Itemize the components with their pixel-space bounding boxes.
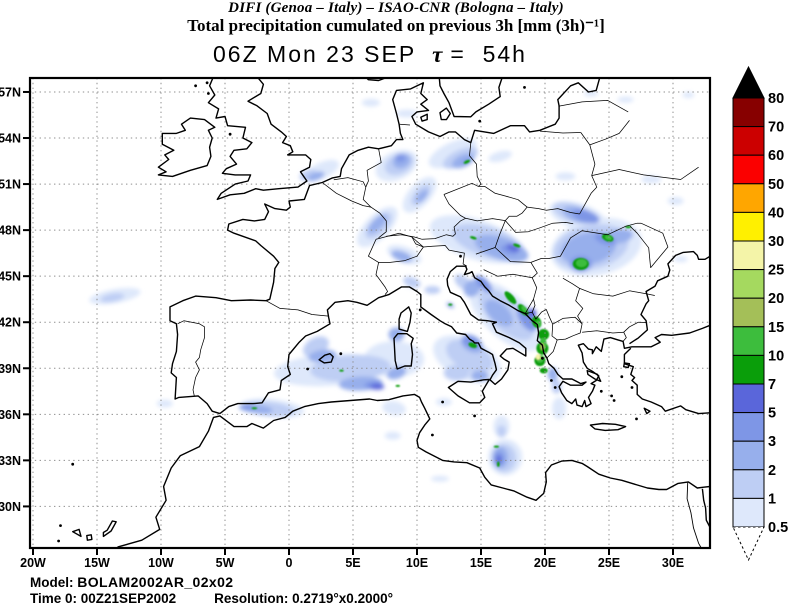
coastlines-and-borders bbox=[57, 78, 710, 548]
svg-text:15W: 15W bbox=[84, 556, 110, 570]
svg-text:51N: 51N bbox=[0, 178, 21, 192]
svg-text:45N: 45N bbox=[0, 270, 21, 284]
svg-text:1: 1 bbox=[768, 491, 776, 507]
resolution-label: Resolution: bbox=[214, 591, 293, 606]
svg-text:39N: 39N bbox=[0, 362, 21, 376]
svg-text:15: 15 bbox=[768, 320, 784, 336]
model-label: Model: bbox=[30, 575, 78, 590]
svg-text:10W: 10W bbox=[148, 556, 174, 570]
map-frame bbox=[28, 76, 712, 550]
svg-text:25E: 25E bbox=[598, 556, 620, 570]
svg-text:25: 25 bbox=[768, 263, 784, 279]
svg-text:0: 0 bbox=[286, 556, 293, 570]
svg-text:7: 7 bbox=[768, 377, 776, 393]
model-value: BOLAM2002AR_02x02 bbox=[77, 574, 234, 590]
svg-text:15E: 15E bbox=[470, 556, 492, 570]
svg-text:3: 3 bbox=[768, 434, 776, 450]
svg-text:2: 2 bbox=[768, 463, 776, 479]
svg-text:40: 40 bbox=[768, 205, 784, 221]
svg-text:30N: 30N bbox=[0, 500, 21, 514]
svg-text:48N: 48N bbox=[0, 224, 21, 238]
svg-text:42N: 42N bbox=[0, 316, 21, 330]
tau-symbol: τ bbox=[432, 42, 445, 67]
time-resolution-line: Time 0: 00Z21SEP2002 Resolution: 0.2719°x… bbox=[30, 591, 393, 608]
svg-text:57N: 57N bbox=[0, 85, 21, 99]
colorbar-below-min-arrow bbox=[732, 526, 765, 562]
institutions-line: DIFI (Genoa – Italy) – ISAO-CNR (Bologna… bbox=[228, 0, 564, 16]
svg-text:5E: 5E bbox=[345, 556, 360, 570]
svg-text:80: 80 bbox=[768, 91, 784, 107]
svg-text:10E: 10E bbox=[406, 556, 428, 570]
svg-text:5W: 5W bbox=[216, 556, 235, 570]
svg-text:36N: 36N bbox=[0, 408, 21, 422]
svg-text:20: 20 bbox=[768, 291, 784, 307]
svg-text:30E: 30E bbox=[662, 556, 684, 570]
svg-text:10: 10 bbox=[768, 348, 784, 364]
title-lead-time: = 54h bbox=[450, 41, 527, 67]
valid-time-title: 06Z Mon 23 SEP τ = 54h bbox=[30, 41, 710, 68]
svg-text:60: 60 bbox=[768, 148, 784, 164]
svg-text:70: 70 bbox=[768, 120, 784, 136]
time0-value: 00Z21SEP2002 bbox=[80, 591, 177, 606]
colorbar-legend: 80 70 60 50 40 30 25 20 15 10 7 5 3 2 1 0.5 bbox=[732, 65, 788, 562]
svg-text:50: 50 bbox=[768, 177, 784, 193]
time0-label: Time 0: bbox=[30, 591, 81, 606]
svg-text:20W: 20W bbox=[20, 556, 46, 570]
model-line: Model: BOLAM2002AR_02x02 bbox=[30, 574, 393, 591]
run-info-footer: Model: BOLAM2002AR_02x02 Time 0: 00Z21SE… bbox=[30, 574, 393, 608]
svg-text:33N: 33N bbox=[0, 454, 21, 468]
svg-text:20E: 20E bbox=[534, 556, 556, 570]
colorbar-above-max-arrow bbox=[732, 65, 765, 99]
title-datetime: 06Z Mon 23 SEP bbox=[213, 41, 417, 67]
svg-text:54N: 54N bbox=[0, 132, 21, 146]
axis-ticks-labels: 57N 54N 51N 48N 45N 42N 39N 36N 33N 30N 20W 15W 10W 5… bbox=[0, 85, 684, 570]
resolution-value: 0.2719°x0.2000° bbox=[292, 591, 393, 606]
svg-text:5: 5 bbox=[768, 406, 776, 422]
svg-text:0.5: 0.5 bbox=[768, 520, 788, 536]
graticule bbox=[30, 78, 710, 548]
field-title-line: Total precipitation cumulated on previou… bbox=[187, 16, 605, 35]
svg-text:30: 30 bbox=[768, 234, 784, 250]
